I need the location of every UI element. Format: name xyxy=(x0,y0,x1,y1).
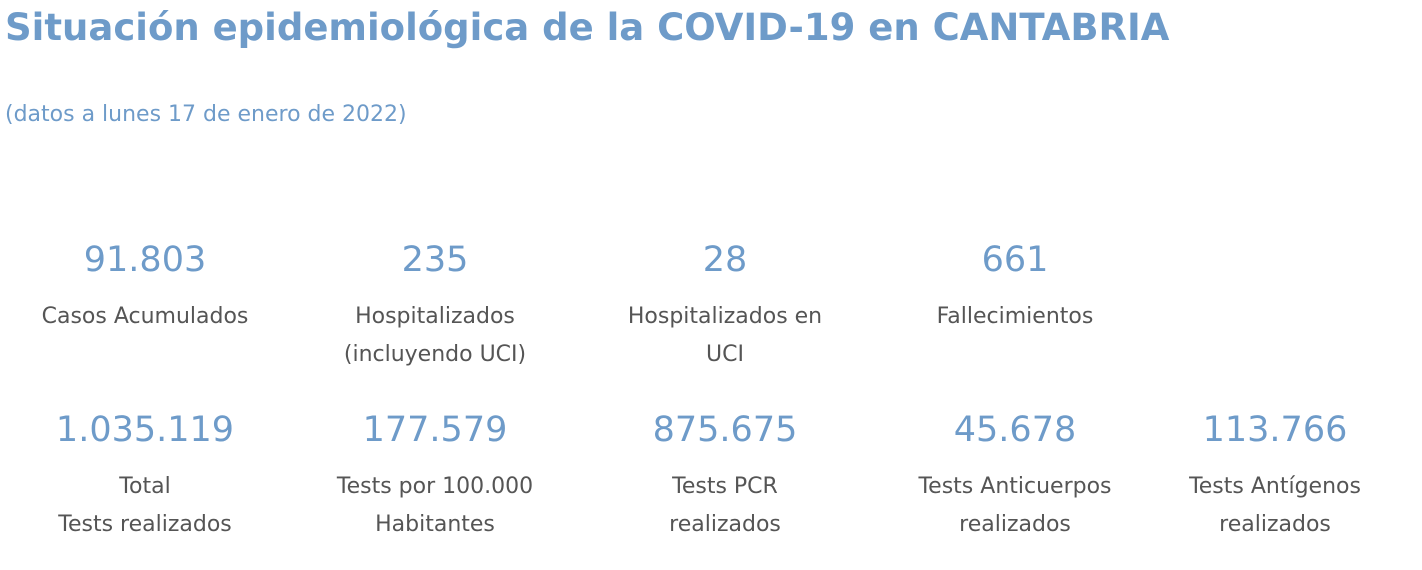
stat-hospitalizados: 235 Hospitalizados (incluyendo UCI) xyxy=(290,236,580,374)
stat-hospitalizados-uci: 28 Hospitalizados en UCI xyxy=(580,236,870,374)
stat-label: Total Tests realizados xyxy=(58,474,232,537)
stat-value: 661 xyxy=(981,240,1049,280)
stat-value: 235 xyxy=(401,240,469,280)
stat-tests-per-100k: 177.579 Tests por 100.000 Habitantes xyxy=(290,406,580,544)
stat-value: 45.678 xyxy=(953,410,1077,450)
stat-value: 875.675 xyxy=(652,410,798,450)
stat-label: Hospitalizados en UCI xyxy=(627,304,823,367)
data-date-subtitle: (datos a lunes 17 de enero de 2022) xyxy=(5,102,407,127)
page-title: Situación epidemiológica de la COVID-19 … xyxy=(5,6,1170,49)
stat-total-tests: 1.035.119 Total Tests realizados xyxy=(0,406,290,544)
stat-label: Tests por 100.000 Habitantes xyxy=(336,474,534,537)
stat-fallecimientos: 661 Fallecimientos xyxy=(870,236,1160,336)
stat-value: 28 xyxy=(702,240,748,280)
stat-label: Tests Antígenos realizados xyxy=(1189,474,1361,537)
stats-row-tests: 1.035.119 Total Tests realizados 177.579… xyxy=(0,406,1422,556)
stat-value: 91.803 xyxy=(83,240,207,280)
stat-casos-acumulados: 91.803 Casos Acumulados xyxy=(0,236,290,336)
stat-label: Hospitalizados (incluyendo UCI) xyxy=(343,304,527,367)
stat-label: Tests PCR realizados xyxy=(669,474,781,537)
stats-row-cases: 91.803 Casos Acumulados 235 Hospitalizad… xyxy=(0,236,1422,386)
stat-value: 113.766 xyxy=(1202,410,1348,450)
stat-tests-antigenos: 113.766 Tests Antígenos realizados xyxy=(1130,406,1420,544)
stat-tests-anticuerpos: 45.678 Tests Anticuerpos realizados xyxy=(870,406,1160,544)
stat-label: Casos Acumulados xyxy=(41,304,249,329)
stat-value: 177.579 xyxy=(362,410,508,450)
stat-label: Tests Anticuerpos realizados xyxy=(918,474,1112,537)
stat-tests-pcr: 875.675 Tests PCR realizados xyxy=(580,406,870,544)
stat-value: 1.035.119 xyxy=(55,410,235,450)
stat-label: Fallecimientos xyxy=(936,304,1094,329)
